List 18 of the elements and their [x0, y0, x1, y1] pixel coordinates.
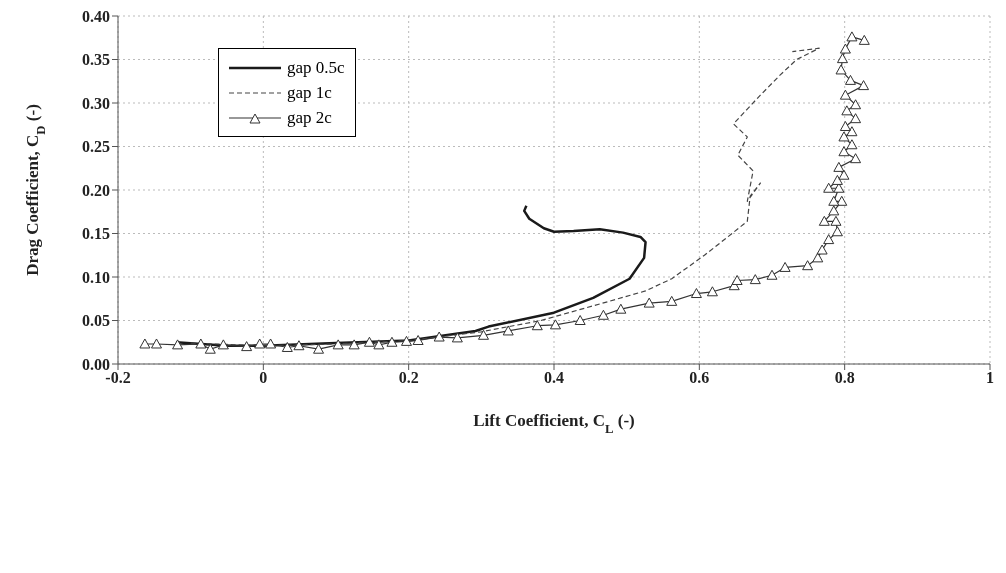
y-tick-label: 0.05 — [82, 312, 110, 330]
y-tick-label: 0.30 — [82, 94, 110, 112]
x-tick-label: 0.6 — [689, 369, 710, 387]
legend-label: gap 2c — [287, 107, 332, 128]
x-axis-title: Lift Coefficient, C$_{L}$ (-) — [473, 411, 635, 436]
y-tick-label: 0.25 — [82, 138, 110, 156]
x-tick-label: 0.2 — [398, 369, 419, 387]
y-tick-label: 0.35 — [82, 51, 110, 69]
x-tick-label: 0.8 — [834, 369, 855, 387]
y-tick-label: 0.40 — [82, 7, 110, 25]
x-tick-label: 1 — [986, 369, 994, 387]
legend-label: gap 0.5c — [287, 57, 345, 78]
x-tick-label: 0 — [259, 369, 268, 387]
x-tick-label: 0.4 — [544, 369, 564, 387]
legend-label: gap 1c — [287, 82, 332, 103]
y-tick-label: 0.20 — [82, 181, 110, 199]
y-tick-label: 0.15 — [82, 225, 110, 243]
y-tick-label: 0.10 — [82, 268, 110, 286]
